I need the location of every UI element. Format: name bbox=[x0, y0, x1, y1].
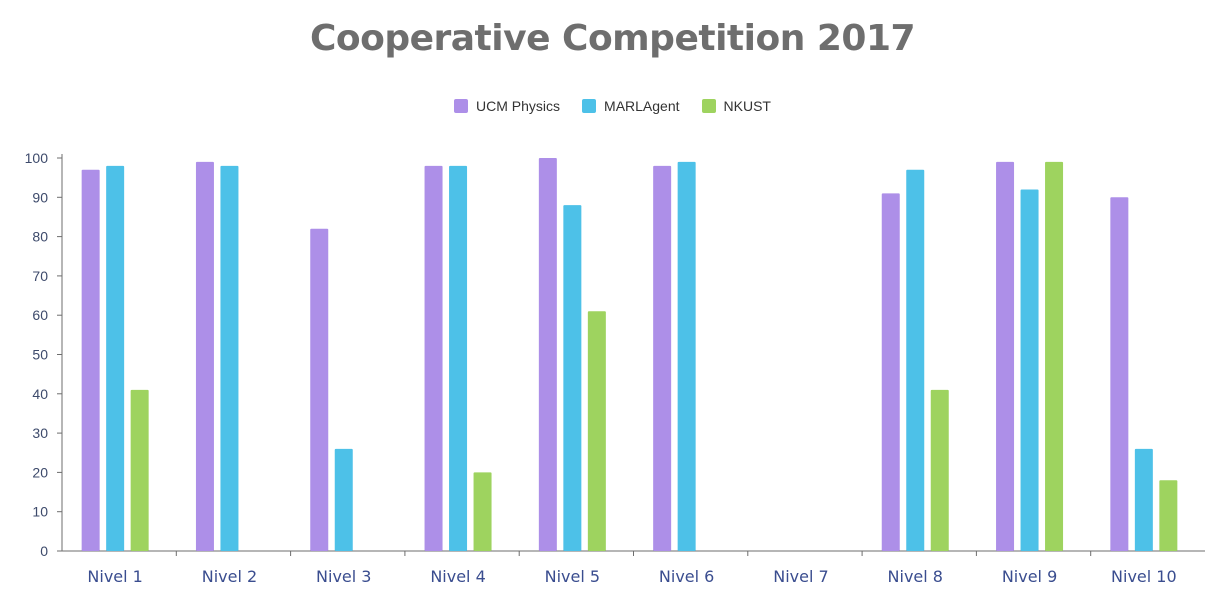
y-tick-label: 20 bbox=[32, 464, 48, 480]
legend-label: NKUST bbox=[723, 98, 771, 114]
bar-ucm-physics-nivel-3 bbox=[310, 228, 329, 552]
legend-item-ucm-physics[interactable]: UCM Physics bbox=[454, 98, 560, 114]
bar-marlagent-nivel-9 bbox=[1020, 189, 1039, 551]
bar-marlagent-nivel-5 bbox=[563, 205, 582, 551]
bar-marlagent-nivel-4 bbox=[449, 165, 468, 552]
y-tick-label: 90 bbox=[32, 189, 48, 205]
bar-ucm-physics-nivel-8 bbox=[881, 193, 900, 551]
x-tick-label: Nivel 6 bbox=[659, 567, 714, 586]
x-tick-label: Nivel 4 bbox=[430, 567, 485, 586]
bar-nkust-nivel-9 bbox=[1045, 161, 1064, 551]
bar-nkust-nivel-10 bbox=[1159, 480, 1178, 551]
x-tick-label: Nivel 1 bbox=[87, 567, 142, 586]
legend-item-marlagent[interactable]: MARLAgent bbox=[582, 98, 680, 114]
y-tick-label: 30 bbox=[32, 425, 48, 441]
y-tick-label: 10 bbox=[32, 504, 48, 520]
legend-label: UCM Physics bbox=[476, 98, 561, 114]
chart-title: Cooperative Competition 2017 bbox=[309, 18, 916, 59]
legend-swatch bbox=[701, 99, 716, 113]
bar-nkust-nivel-5 bbox=[587, 311, 606, 551]
x-tick-label: Nivel 10 bbox=[1111, 567, 1177, 586]
y-tick-label: 80 bbox=[32, 229, 48, 245]
y-tick-label: 70 bbox=[32, 268, 48, 284]
bar-marlagent-nivel-10 bbox=[1134, 448, 1153, 551]
x-tick-label: Nivel 3 bbox=[316, 567, 371, 586]
chart-legend: UCM Physics MARLAgent NKUST bbox=[0, 98, 1225, 114]
bar-ucm-physics-nivel-10 bbox=[1110, 197, 1129, 552]
y-tick-label: 60 bbox=[32, 307, 48, 323]
bar-ucm-physics-nivel-2 bbox=[195, 161, 214, 551]
bar-nkust-nivel-8 bbox=[930, 389, 949, 551]
bar-marlagent-nivel-3 bbox=[334, 448, 353, 551]
x-tick-label: Nivel 9 bbox=[1002, 567, 1057, 586]
y-tick-label: 100 bbox=[25, 150, 49, 166]
bar-nkust-nivel-4 bbox=[473, 472, 492, 551]
bar-ucm-physics-nivel-1 bbox=[81, 169, 100, 552]
bar-marlagent-nivel-2 bbox=[220, 165, 239, 552]
legend-item-nkust[interactable]: NKUST bbox=[701, 98, 771, 114]
bar-marlagent-nivel-8 bbox=[906, 169, 925, 552]
legend-swatch bbox=[454, 99, 469, 113]
bar-marlagent-nivel-6 bbox=[677, 161, 696, 551]
bar-marlagent-nivel-1 bbox=[106, 165, 125, 552]
x-tick-label: Nivel 7 bbox=[773, 567, 828, 586]
x-tick-label: Nivel 8 bbox=[888, 567, 943, 586]
bar-ucm-physics-nivel-6 bbox=[653, 165, 672, 552]
bar-ucm-physics-nivel-9 bbox=[996, 161, 1015, 551]
legend-label: MARLAgent bbox=[604, 98, 680, 114]
y-tick-label: 40 bbox=[32, 386, 48, 402]
legend-swatch bbox=[582, 99, 597, 113]
bar-ucm-physics-nivel-4 bbox=[424, 165, 443, 552]
bar-ucm-physics-nivel-5 bbox=[538, 158, 557, 551]
x-tick-label: Nivel 2 bbox=[202, 567, 257, 586]
bar-nkust-nivel-1 bbox=[130, 389, 149, 551]
y-tick-label: 50 bbox=[32, 347, 48, 363]
x-tick-label: Nivel 5 bbox=[545, 567, 600, 586]
y-tick-label: 0 bbox=[40, 543, 48, 559]
